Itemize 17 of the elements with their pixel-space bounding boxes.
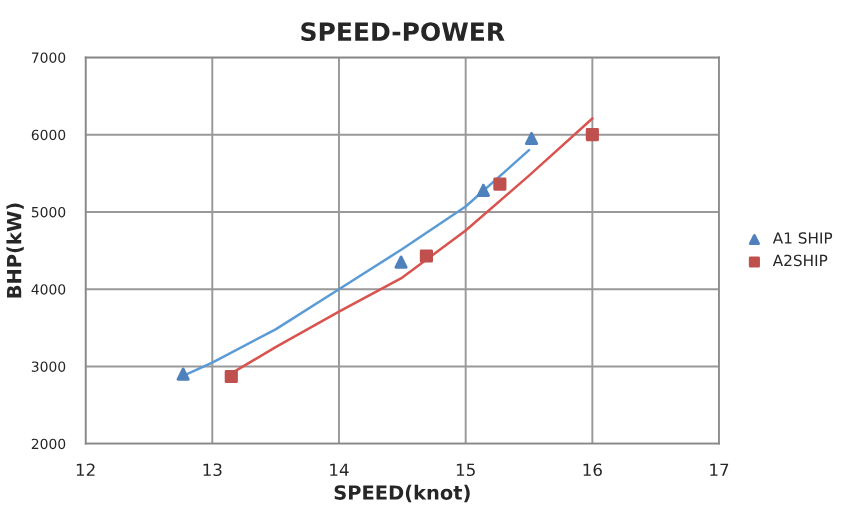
x-tick-label: 15 xyxy=(456,463,475,477)
chart-title: SPEED-POWER xyxy=(301,22,505,42)
point xyxy=(224,369,238,384)
point xyxy=(419,249,433,263)
y-axis-title: BHP(kW) xyxy=(6,203,24,298)
point xyxy=(493,177,507,191)
point xyxy=(176,367,190,381)
point xyxy=(476,183,490,197)
x-tick-label: 16 xyxy=(583,463,602,477)
x-axis-title: SPEED(knot) xyxy=(334,484,470,503)
x-tick-label: 17 xyxy=(710,463,729,476)
point xyxy=(394,255,408,269)
x-tick-label: 12 xyxy=(76,463,95,476)
point xyxy=(524,131,539,146)
x-tick-label: 14 xyxy=(330,463,349,476)
x-tick-label: 13 xyxy=(203,463,222,477)
point xyxy=(585,128,599,142)
